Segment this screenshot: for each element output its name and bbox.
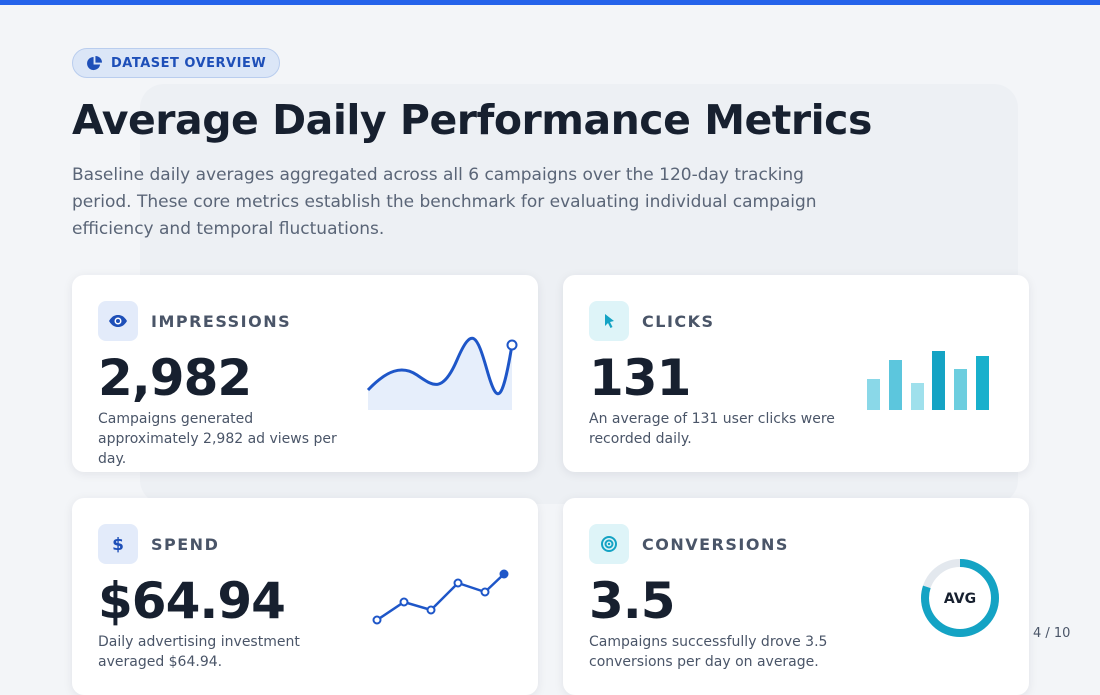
- metric-label: CLICKS: [642, 312, 715, 331]
- badge-text: DATASET OVERVIEW: [111, 55, 267, 71]
- mini-bars: [867, 351, 989, 410]
- page-number: 4 / 10: [1033, 626, 1071, 641]
- icon: [589, 301, 629, 341]
- ring-label: AVG: [944, 591, 976, 607]
- svg-text:$: $: [112, 535, 124, 554]
- metric-label: SPEND: [151, 535, 220, 554]
- icon: [98, 301, 138, 341]
- metric-text: An average of 131 user clicks were recor…: [589, 411, 835, 447]
- title: Average Daily Performance Metrics: [72, 96, 872, 144]
- metric-text: Campaigns generated approximately 2,982 …: [98, 411, 337, 467]
- ring: AVG: [921, 559, 999, 637]
- metric-card: CONVERSIONS 3.5 Campaigns successfully d…: [563, 498, 1029, 695]
- metric-value: 3.5: [589, 572, 676, 630]
- metric-value: $64.94: [98, 572, 286, 630]
- metric-card: CLICKS 131 An average of 131 user clicks…: [563, 275, 1029, 472]
- icon: $: [98, 524, 138, 564]
- metric-text: Daily advertising investment averaged $6…: [98, 634, 300, 670]
- metric-text: Campaigns successfully drove 3.5 convers…: [589, 634, 828, 670]
- sparkline: [366, 336, 518, 410]
- metric-card: IMPRESSIONS 2,982 Campaigns generated ap…: [72, 275, 538, 472]
- metric-label: CONVERSIONS: [642, 535, 789, 554]
- sparkline: [372, 569, 509, 625]
- badge: DATASET OVERVIEW: [72, 48, 281, 78]
- metric-label: IMPRESSIONS: [151, 312, 292, 331]
- top-bar: [0, 0, 1100, 5]
- metric-value: 2,982: [98, 349, 252, 407]
- metric-value: 131: [589, 349, 691, 407]
- metric-card: $ SPEND $64.94 Daily advertising investm…: [72, 498, 538, 695]
- description: Baseline daily averages aggregated acros…: [72, 165, 817, 239]
- badge-icon: [87, 55, 102, 70]
- icon: [589, 524, 629, 564]
